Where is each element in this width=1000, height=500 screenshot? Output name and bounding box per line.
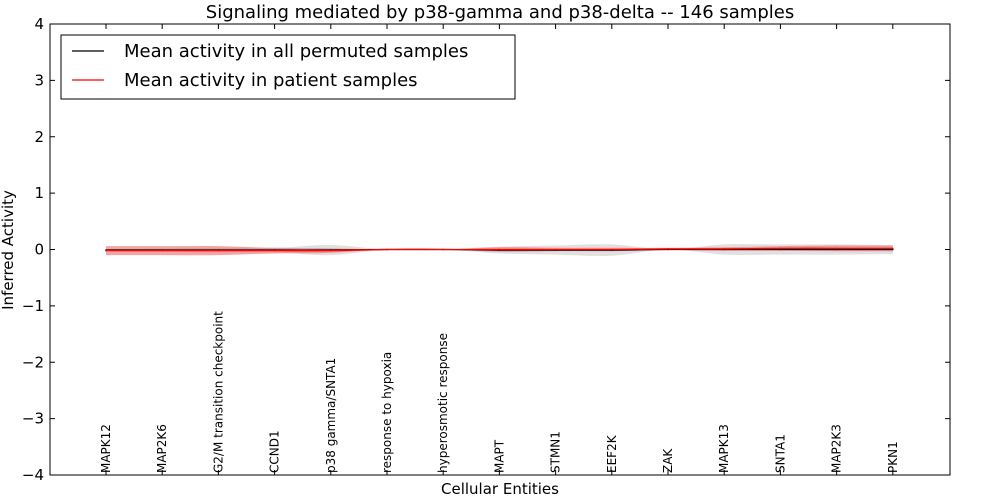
- legend-box: [60, 34, 516, 100]
- chart-title: Signaling mediated by p38-gamma and p38-…: [206, 2, 794, 23]
- x-tick-label: response to hypoxia: [380, 352, 394, 473]
- point-patient: [835, 247, 838, 250]
- point-patient: [217, 249, 220, 252]
- legend-label-permuted: Mean activity in all permuted samples: [124, 41, 468, 62]
- y-axis-label: Inferred Activity: [0, 190, 17, 310]
- x-tick-label: STMN1: [549, 431, 563, 473]
- point-patient: [498, 248, 501, 251]
- point-patient: [554, 248, 557, 251]
- legend: Mean activity in all permuted samples Me…: [60, 34, 516, 100]
- point-permuted: [892, 248, 894, 251]
- x-axis-label: Cellular Entities: [441, 480, 559, 498]
- point-patient: [273, 249, 276, 252]
- x-tick-label: MAPK13: [717, 424, 731, 473]
- x-tick-label: ZAK: [661, 448, 675, 473]
- series-lines: [105, 247, 894, 252]
- point-patient: [779, 247, 782, 250]
- x-tick-label: CCND1: [268, 430, 282, 473]
- legend-label-patient: Mean activity in patient samples: [124, 70, 418, 91]
- x-tick-label: SNTA1: [773, 434, 787, 473]
- point-permuted: [779, 248, 782, 251]
- point-permuted: [835, 248, 838, 251]
- x-tick-label: MAP2K3: [830, 424, 844, 473]
- x-tick-label: G2/M transition checkpoint: [211, 311, 225, 473]
- point-patient: [161, 249, 163, 252]
- x-tick-label: MAPK12: [99, 424, 113, 473]
- x-tick-label: PKN1: [886, 441, 900, 473]
- x-tick-label: hyperosmotic response: [436, 333, 450, 473]
- y-tick-label: 0: [34, 241, 44, 259]
- y-tick-label: −1: [22, 297, 44, 315]
- point-patient: [667, 248, 669, 250]
- y-tick-label: −3: [22, 410, 44, 428]
- y-axis: 4 3 2 1 0 −1 −2 −3 −4: [22, 15, 950, 484]
- point-patient: [330, 249, 332, 252]
- y-tick-label: 4: [34, 15, 44, 33]
- x-axis: MAPK12 MAP2K6 G2/M transition checkpoint CC…: [99, 24, 900, 475]
- x-tick-label: EEF2K: [605, 434, 619, 473]
- point-patient: [442, 248, 445, 251]
- point-patient: [611, 248, 613, 251]
- x-tick-label: MAP2K6: [155, 424, 169, 473]
- point-patient: [386, 248, 388, 251]
- point-patient: [892, 247, 894, 250]
- x-tick-label: p38 gamma/SNTA1: [324, 358, 338, 473]
- y-tick-label: 1: [34, 184, 44, 202]
- point-patient: [105, 249, 107, 252]
- y-tick-label: 3: [34, 71, 44, 89]
- point-patient: [723, 248, 725, 250]
- x-tick-label: MAPT: [492, 439, 506, 473]
- y-tick-label: −2: [22, 353, 44, 371]
- y-tick-label: 2: [34, 128, 44, 146]
- y-tick-label: −4: [22, 466, 44, 484]
